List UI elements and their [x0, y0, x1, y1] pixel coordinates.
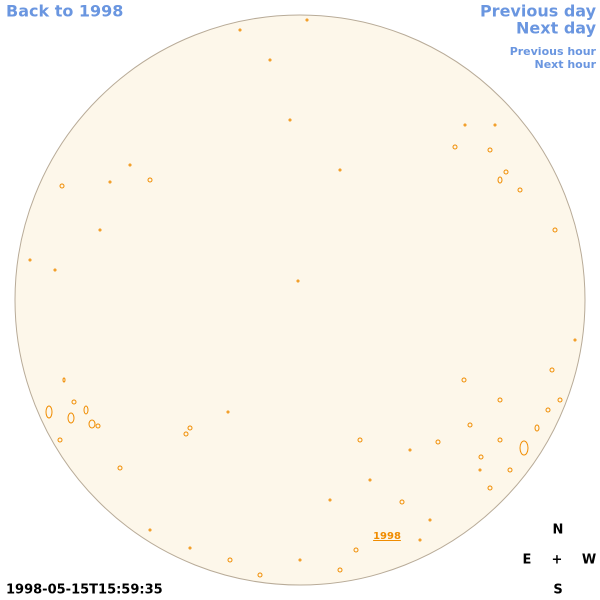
contour: [296, 279, 300, 283]
contour: [187, 425, 193, 431]
contour: [487, 147, 493, 153]
contour: [288, 118, 292, 122]
contour: [534, 424, 540, 432]
contour: [257, 572, 263, 578]
contour: [238, 28, 242, 32]
contour: [305, 18, 309, 22]
next-hour-link[interactable]: Next hour: [535, 58, 597, 71]
contour: [227, 557, 233, 563]
contour: [62, 377, 66, 383]
contour: [147, 177, 153, 183]
contour: [83, 405, 89, 415]
contour: [493, 123, 497, 127]
contour: [549, 367, 555, 373]
contour: [467, 422, 473, 428]
contour: [59, 183, 65, 189]
contour: [117, 465, 123, 471]
contour: [461, 377, 467, 383]
contour: [545, 407, 551, 413]
contour: [573, 338, 577, 342]
contour: [88, 419, 96, 429]
contour: [298, 558, 302, 562]
contour: [226, 410, 230, 414]
compass-south: S: [553, 583, 562, 598]
contour: [418, 538, 422, 542]
contour: [478, 454, 484, 460]
contour: [497, 397, 503, 403]
contour: [95, 423, 101, 429]
contour: [188, 546, 192, 550]
contour: [519, 440, 529, 456]
contour: [463, 123, 467, 127]
next-day-link[interactable]: Next day: [516, 19, 597, 38]
contour: [408, 448, 412, 452]
contour: [108, 180, 112, 184]
contour: [71, 399, 77, 405]
year-link[interactable]: 1998: [373, 531, 401, 542]
contour: [452, 144, 458, 150]
timestamp: 1998-05-15T15:59:35: [6, 583, 163, 598]
contour: [45, 405, 53, 419]
contour: [338, 168, 342, 172]
contour: [368, 478, 372, 482]
compass-west: W: [582, 553, 596, 568]
contour: [128, 163, 132, 167]
contours: [28, 18, 577, 578]
contour: [557, 397, 563, 403]
contour: [399, 499, 405, 505]
contour: [268, 58, 272, 62]
solar-disk: [14, 14, 586, 586]
contour: [497, 437, 503, 443]
contour: [487, 485, 493, 491]
contour: [67, 412, 75, 424]
back-link[interactable]: Back to 1998: [6, 2, 123, 21]
contour: [507, 467, 513, 473]
contour: [53, 268, 57, 272]
contour: [517, 187, 523, 193]
contour: [183, 431, 189, 437]
compass-east: E: [523, 553, 532, 568]
contour: [552, 227, 558, 233]
contour: [148, 528, 152, 532]
contour: [98, 228, 102, 232]
previous-hour-link[interactable]: Previous hour: [510, 45, 597, 58]
contour: [328, 498, 332, 502]
previous-day-link[interactable]: Previous day: [480, 2, 597, 21]
contour: [57, 437, 63, 443]
contour: [435, 439, 441, 445]
contour: [503, 169, 509, 175]
contour: [357, 437, 363, 443]
contour: [28, 258, 32, 262]
contour: [337, 567, 343, 573]
compass-center: +: [552, 553, 563, 568]
contour: [497, 176, 503, 184]
contour: [353, 547, 359, 553]
contour: [428, 518, 432, 522]
compass-north: N: [553, 523, 564, 538]
contour: [478, 468, 482, 472]
